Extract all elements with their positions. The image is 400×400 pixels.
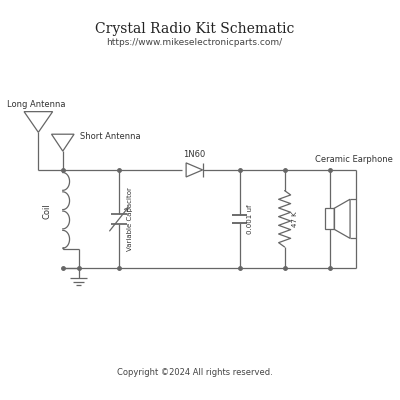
Text: 0.001 uf: 0.001 uf (247, 204, 253, 234)
Text: https://www.mikeselectronicparts.com/: https://www.mikeselectronicparts.com/ (106, 38, 282, 46)
Text: Long Antenna: Long Antenna (7, 100, 66, 109)
Text: 1N60: 1N60 (183, 150, 206, 159)
Text: Short Antenna: Short Antenna (80, 132, 140, 140)
Text: Variable Capacitor: Variable Capacitor (127, 187, 133, 251)
Text: Copyright ©2024 All rights reserved.: Copyright ©2024 All rights reserved. (116, 368, 272, 378)
Text: Coil: Coil (42, 204, 52, 219)
Bar (325, 208, 334, 229)
Text: Ceramic Earphone: Ceramic Earphone (315, 155, 393, 164)
Text: Crystal Radio Kit Schematic: Crystal Radio Kit Schematic (95, 22, 294, 36)
Text: 47 K: 47 K (292, 211, 298, 227)
